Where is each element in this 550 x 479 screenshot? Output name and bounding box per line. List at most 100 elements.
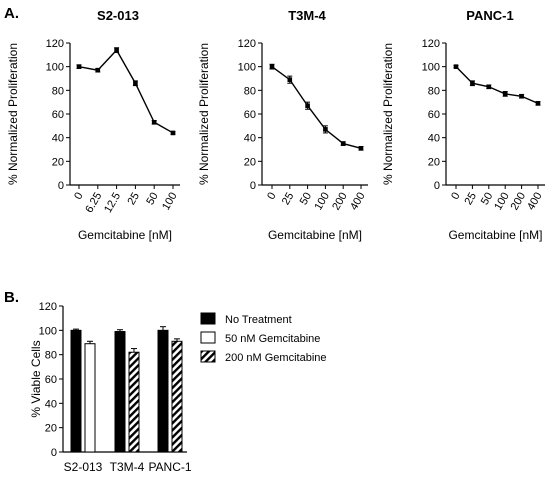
y-axis-label: % Normalized Proliferation bbox=[197, 43, 211, 185]
legend-swatch bbox=[200, 312, 216, 325]
chart-title: PANC-1 bbox=[466, 8, 513, 23]
legend-label: 200 nM Gemcitabine bbox=[225, 352, 327, 364]
y-tick-label: 40 bbox=[45, 398, 57, 410]
data-point bbox=[133, 80, 138, 86]
x-tick-label: 0 bbox=[265, 191, 278, 202]
y-tick-label: 20 bbox=[52, 156, 64, 168]
y-tick-label: 120 bbox=[39, 301, 57, 313]
y-tick-label: 40 bbox=[52, 133, 64, 145]
data-point bbox=[535, 101, 541, 106]
y-tick-label: 120 bbox=[238, 38, 256, 50]
y-axis-label: % Viable Cells bbox=[29, 340, 43, 417]
x-axis-label: Gemcitabine [nM] bbox=[78, 228, 172, 242]
y-tick-label: 100 bbox=[39, 325, 57, 337]
data-point bbox=[358, 146, 364, 151]
y-tick-label: 20 bbox=[45, 423, 57, 435]
y-tick-label: 60 bbox=[244, 109, 256, 121]
bar-no-treatment bbox=[70, 329, 82, 453]
x-tick-label: 25 bbox=[462, 191, 479, 208]
x-tick-label: S2-013 bbox=[64, 460, 103, 474]
x-tick-label: 0 bbox=[449, 191, 462, 202]
x-tick-label: T3M-4 bbox=[110, 460, 145, 474]
y-tick-label: 80 bbox=[45, 350, 57, 362]
x-tick-label: 50 bbox=[298, 191, 315, 208]
y-tick-label: 60 bbox=[45, 374, 57, 386]
data-point bbox=[170, 130, 176, 136]
x-tick-label: 25 bbox=[125, 191, 142, 208]
y-tick-label: 0 bbox=[250, 180, 256, 192]
y-tick-label: 100 bbox=[46, 62, 64, 74]
data-point bbox=[519, 93, 524, 99]
data-point bbox=[269, 64, 275, 69]
y-axis-label: % Normalized Proliferation bbox=[6, 43, 20, 185]
y-tick-label: 60 bbox=[428, 109, 440, 121]
y-tick-label: 20 bbox=[428, 156, 440, 168]
y-tick-label: 100 bbox=[422, 62, 440, 74]
y-tick-label: 0 bbox=[58, 180, 64, 192]
x-tick-label: 100 bbox=[312, 191, 332, 213]
data-point bbox=[287, 77, 293, 82]
legend-swatch bbox=[200, 331, 216, 344]
panel-label-b: B. bbox=[4, 289, 19, 306]
data-point bbox=[95, 67, 101, 73]
data-point bbox=[453, 64, 459, 69]
series-line bbox=[78, 48, 174, 134]
y-tick-label: 80 bbox=[244, 85, 256, 97]
series-line bbox=[271, 66, 362, 149]
x-axis-label: Gemcitabine [nM] bbox=[448, 228, 542, 242]
y-tick-label: 80 bbox=[52, 85, 64, 97]
y-tick-label: 0 bbox=[434, 180, 440, 192]
data-point bbox=[323, 127, 328, 132]
x-tick-label: 100 bbox=[160, 191, 180, 213]
y-tick-label: 20 bbox=[244, 156, 256, 168]
y-axis-label: % Normalized Proliferation bbox=[381, 43, 395, 185]
y-tick-label: 80 bbox=[428, 85, 440, 97]
y-tick-label: 40 bbox=[244, 133, 256, 145]
chart-title: S2-013 bbox=[97, 8, 139, 23]
x-tick-label: 6.25 bbox=[83, 191, 104, 216]
legend: No Treatment 50 nM Gemcitabine 200 nM Gemc… bbox=[200, 312, 327, 364]
data-point bbox=[76, 64, 82, 69]
bar-200-nm-gemcitabine bbox=[128, 351, 140, 453]
data-point bbox=[114, 47, 119, 53]
y-tick-label: 60 bbox=[52, 109, 64, 121]
y-tick-label: 120 bbox=[46, 38, 64, 50]
y-tick-label: 40 bbox=[428, 133, 440, 145]
chart-title: T3M-4 bbox=[288, 8, 326, 23]
y-tick-label: 0 bbox=[51, 447, 57, 459]
x-tick-label: 200 bbox=[330, 191, 350, 213]
data-point bbox=[502, 91, 508, 97]
legend-label: No Treatment bbox=[225, 314, 292, 326]
x-tick-label: 25 bbox=[280, 191, 297, 208]
series-line bbox=[455, 66, 539, 104]
data-point bbox=[340, 141, 346, 146]
bar-no-treatment bbox=[114, 331, 126, 453]
legend-label: 50 nM Gemcitabine bbox=[225, 333, 320, 345]
x-tick-label: 0 bbox=[72, 191, 85, 202]
bar-no-treatment bbox=[157, 329, 169, 453]
y-tick-label: 100 bbox=[238, 62, 256, 74]
bar-50-nm-gemcitabine bbox=[84, 343, 96, 453]
bar-200-nm-gemcitabine bbox=[171, 340, 183, 453]
data-point bbox=[305, 103, 310, 109]
x-tick-label: 100 bbox=[492, 191, 512, 213]
x-tick-label: 400 bbox=[525, 191, 545, 213]
x-tick-label: 50 bbox=[479, 191, 496, 208]
legend-swatch bbox=[200, 350, 216, 363]
bar-chart: 0 20 40 60 80 100 120 % Viable Cells S2-013 T3M-4… bbox=[29, 301, 327, 474]
x-tick-label: PANC-1 bbox=[148, 460, 191, 474]
x-axis-label: Gemcitabine [nM] bbox=[268, 228, 362, 242]
x-tick-label: 400 bbox=[348, 191, 368, 213]
data-point bbox=[151, 119, 157, 125]
x-tick-label: 50 bbox=[144, 191, 161, 208]
x-tick-label: 12.5 bbox=[102, 191, 123, 216]
data-point bbox=[486, 84, 492, 90]
y-tick-label: 120 bbox=[422, 38, 440, 50]
panel-label-a: A. bbox=[4, 5, 19, 22]
data-point bbox=[470, 80, 475, 86]
